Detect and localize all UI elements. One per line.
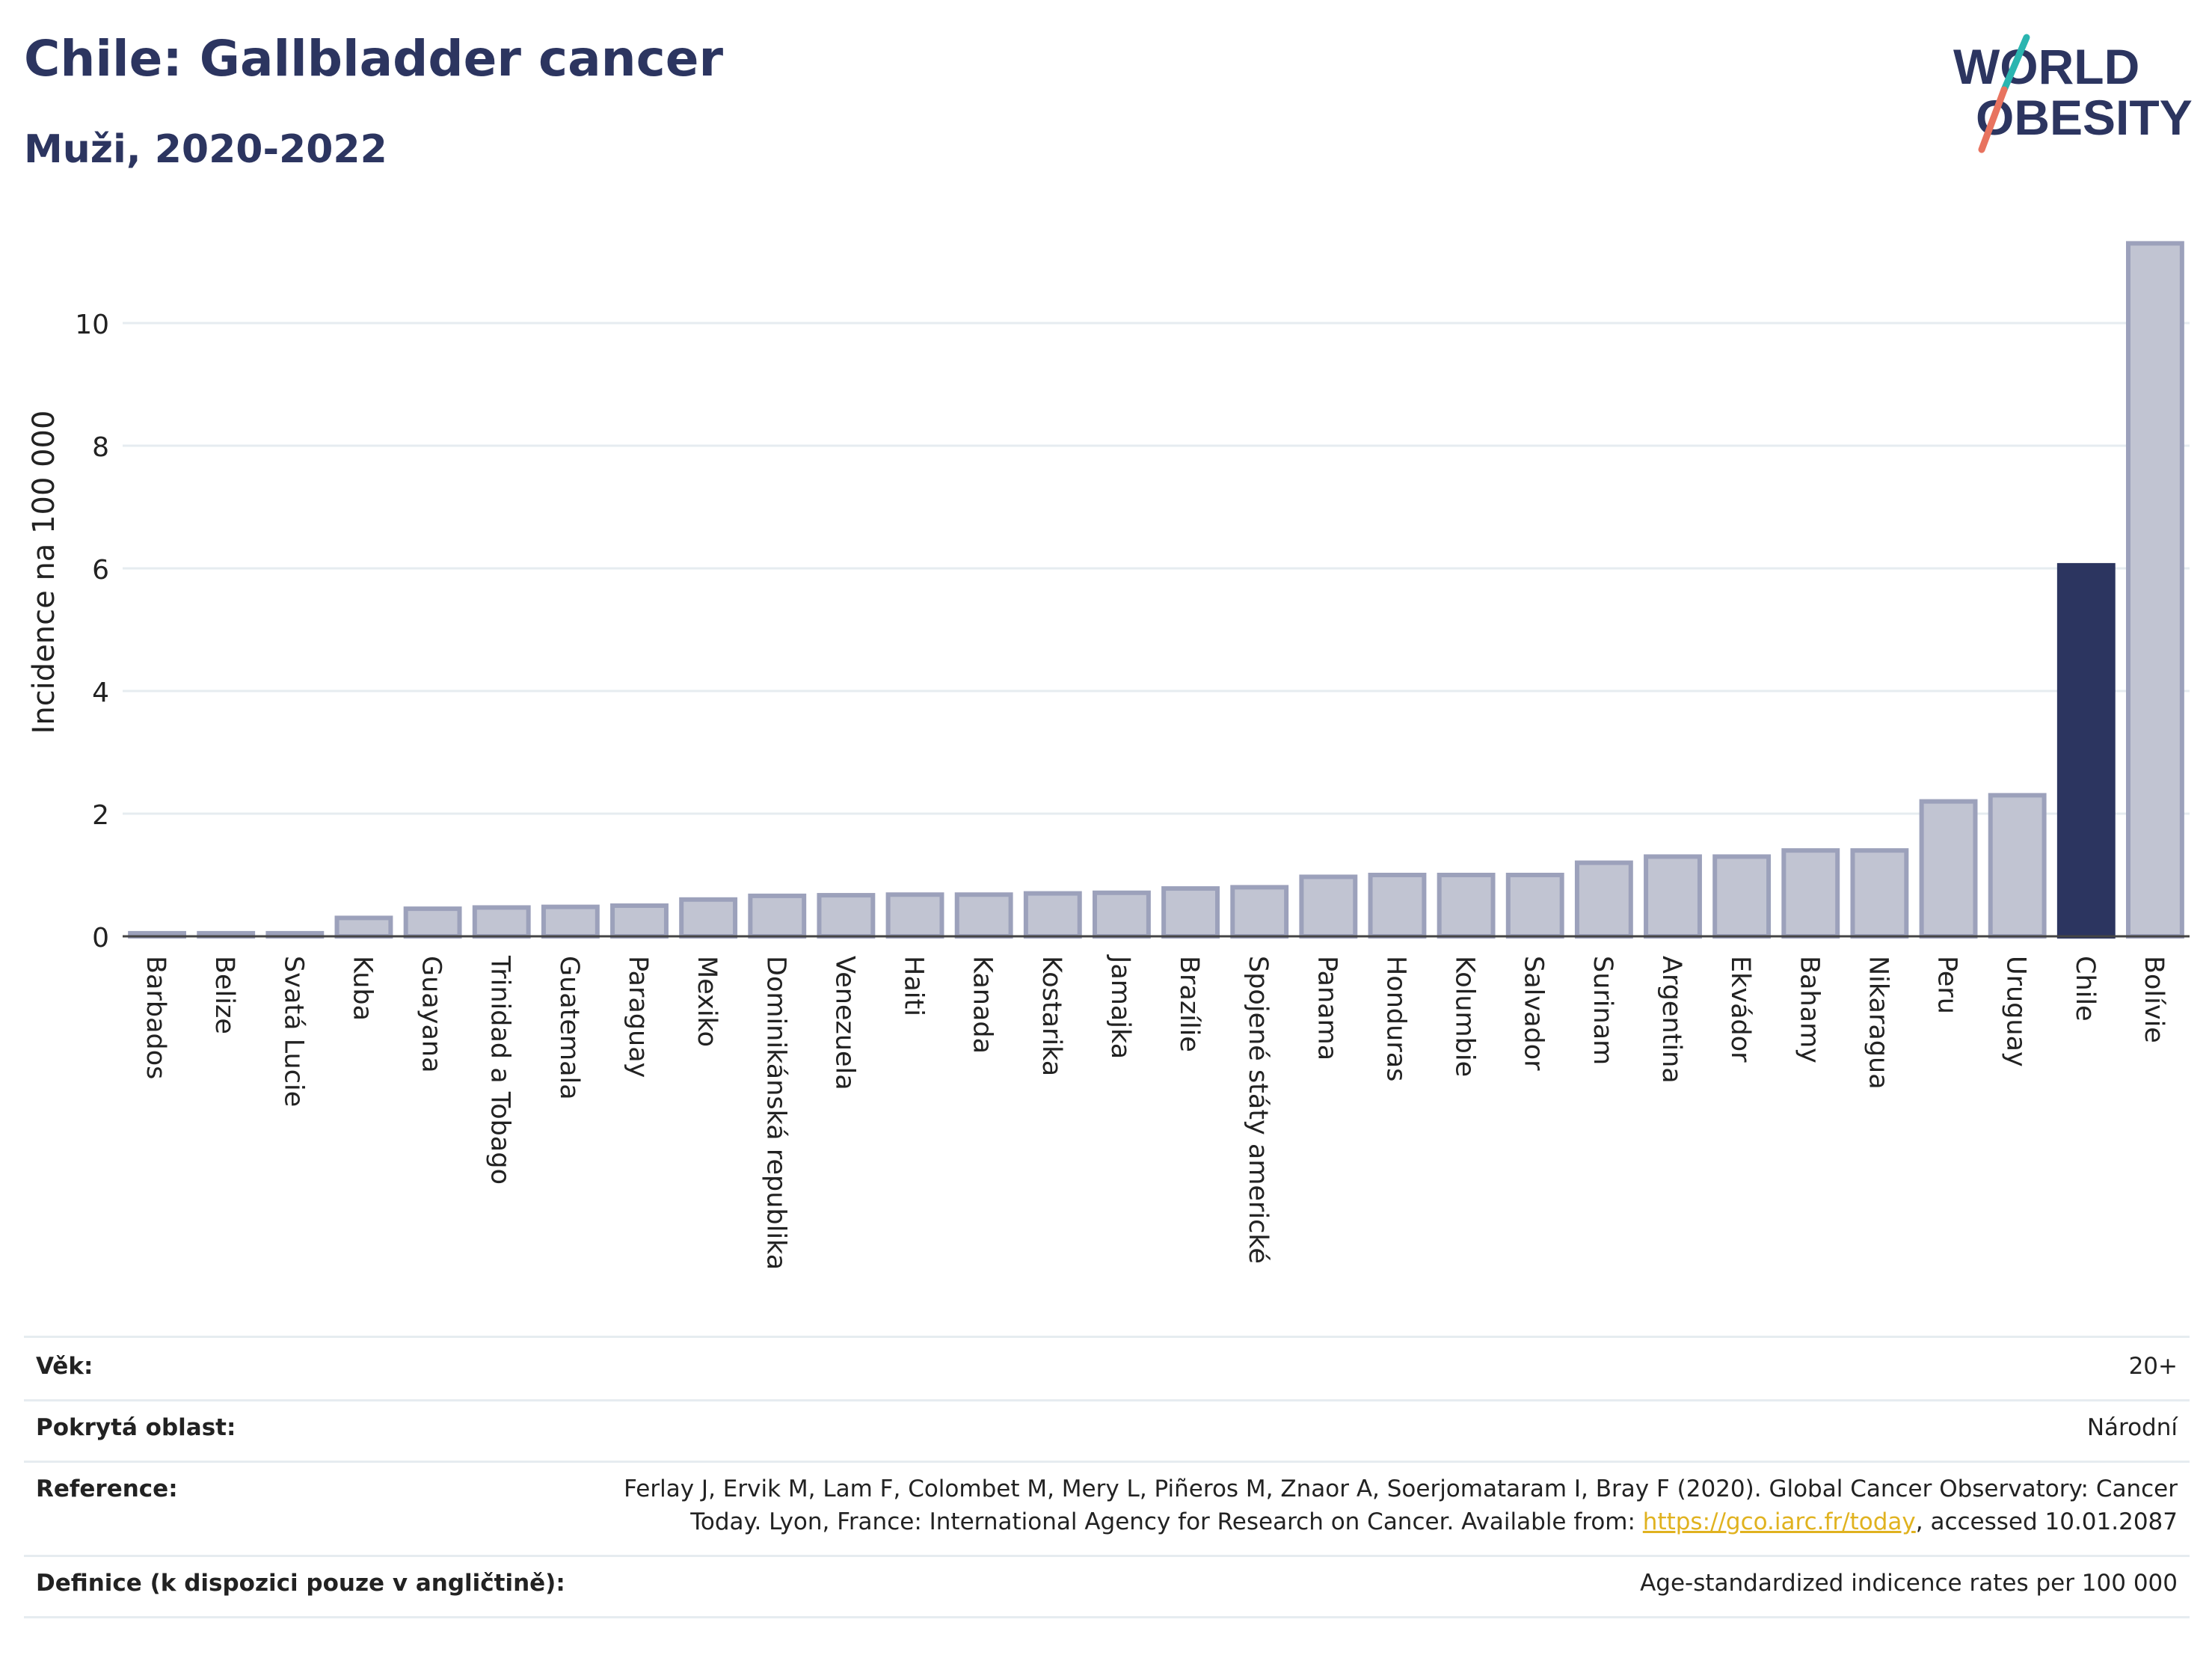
x-tick-label: Bolívie	[2139, 956, 2169, 1043]
bar-uruguay	[1988, 793, 2047, 939]
bar-brazílie	[1161, 886, 1220, 939]
meta-label: Reference:	[36, 1476, 178, 1502]
x-tick-label: Ekvádor	[1725, 956, 1755, 1063]
x-tick-label: Spojené státy americké	[1243, 956, 1273, 1264]
bars	[128, 241, 2184, 939]
logo-slash-teal	[2000, 34, 2030, 93]
logo-line2: OBESITY	[1976, 90, 2193, 145]
x-tick-label: Jamajka	[1105, 954, 1135, 1059]
bar-paraguay	[610, 903, 669, 939]
meta-row: Pokrytá oblast: Národní	[24, 1399, 2190, 1463]
meta-label: Definice (k dispozici pouze v angličtině…	[36, 1570, 565, 1597]
x-tick-label: Honduras	[1380, 956, 1410, 1081]
x-tick-label: Bahamy	[1794, 956, 1824, 1063]
x-tick-label: Kanada	[968, 956, 998, 1054]
bar-kanada	[954, 892, 1013, 939]
meta-row: Reference: Ferlay J, Ervik M, Lam F, Colo…	[24, 1461, 2190, 1557]
logo-line1: WORLD	[1953, 39, 2139, 94]
bar-bahamy	[1781, 848, 1840, 939]
bar-bolívie	[2126, 241, 2184, 939]
meta-value: 20+	[2128, 1353, 2178, 1380]
x-tick-label: Belize	[209, 956, 239, 1034]
bar-guatemala	[541, 904, 600, 939]
x-tick-labels: Barbados Belize Svatá Lucie Kuba Guayana Trin…	[141, 954, 2169, 1270]
x-tick-label: Paraguay	[623, 956, 653, 1078]
x-tick-label: Uruguay	[2001, 956, 2031, 1067]
x-tick-label: Peru	[1932, 956, 1962, 1014]
bar-haiti	[885, 892, 944, 939]
x-tick-label: Kuba	[347, 956, 377, 1021]
bar-chart: 0 2 4 6 8 10 Barbados Belize Svatá Lucie Kuba Gua…	[27, 241, 2190, 1270]
y-tick-label: 10	[75, 310, 109, 340]
x-tick-label: Salvador	[1519, 956, 1549, 1071]
x-tick-label: Chile	[2070, 956, 2100, 1022]
x-tick-label: Brazílie	[1174, 956, 1204, 1052]
bar-jamajka	[1093, 890, 1151, 939]
reference-link[interactable]: https://gco.iarc.fr/today	[1642, 1508, 1916, 1535]
bar-mexiko	[679, 897, 738, 939]
y-tick-label: 2	[92, 800, 109, 831]
x-tick-label: Nikaragua	[1863, 956, 1893, 1090]
x-tick-label: Kostarika	[1036, 956, 1066, 1076]
meta-value: Age-standardized indicence rates per 100…	[1640, 1570, 2178, 1597]
bar-spojené-státy-americké	[1230, 885, 1289, 939]
x-tick-label: Kolumbie	[1450, 956, 1480, 1077]
bar-chile	[2056, 562, 2116, 939]
bar-salvador	[1505, 873, 1564, 939]
x-tick-label: Haiti	[899, 956, 929, 1016]
x-tick-label: Mexiko	[692, 956, 722, 1047]
x-tick-label: Svatá Lucie	[278, 956, 308, 1107]
meta-row: Definice (k dispozici pouze v angličtině…	[24, 1555, 2190, 1618]
bar-dominikánská-republika	[748, 893, 807, 939]
meta-row: Věk: 20+	[24, 1338, 2190, 1401]
bar-venezuela	[817, 893, 876, 939]
meta-label: Pokrytá oblast:	[36, 1414, 236, 1441]
y-tick-label: 6	[92, 555, 109, 586]
x-tick-label: Surinam	[1588, 956, 1617, 1065]
gridlines	[123, 322, 2190, 815]
bar-peru	[1919, 799, 1978, 939]
x-tick-label: Dominikánská republika	[761, 956, 790, 1270]
bar-surinam	[1574, 860, 1633, 939]
bar-guayana	[403, 906, 462, 939]
bar-ekvádor	[1712, 854, 1772, 939]
bar-kuba	[334, 915, 393, 939]
y-tick-label: 4	[92, 678, 109, 708]
bar-honduras	[1368, 873, 1427, 939]
y-tick-label: 8	[92, 432, 109, 463]
x-tick-label: Guatemala	[554, 956, 584, 1100]
y-axis-label: Incidence na 100 000	[27, 411, 61, 734]
metadata-table: Věk: 20+ Pokrytá oblast: Národní Reference: F…	[24, 1336, 2190, 1618]
meta-value: Národní	[2086, 1414, 2178, 1441]
x-tick-label: Barbados	[141, 956, 170, 1079]
x-tick-label: Argentina	[1656, 956, 1686, 1084]
x-tick-label: Venezuela	[829, 956, 859, 1090]
reference-text: Ferlay J, Ervik M, Lam F, Colombet M, Me…	[624, 1476, 2178, 1535]
chart-subtitle: Muži, 2020-2022	[24, 127, 387, 172]
x-tick-label: Trinidad a Tobago	[485, 955, 515, 1185]
y-tick-labels: 0 2 4 6 8 10	[75, 310, 109, 954]
bar-kostarika	[1023, 891, 1082, 939]
bar-kolumbie	[1437, 873, 1496, 939]
world-obesity-logo: WORLD OBESITY	[1953, 34, 2193, 153]
bar-panama	[1299, 874, 1358, 939]
y-tick-label: 0	[92, 923, 109, 954]
x-tick-label: Guayana	[417, 956, 446, 1073]
bar-trinidad-a-tobago	[472, 905, 531, 939]
bar-nikaragua	[1850, 848, 1909, 939]
bar-argentina	[1644, 854, 1702, 939]
chart-title: Chile: Gallbladder cancer	[24, 30, 724, 87]
logo-slash-coral	[1978, 86, 2008, 153]
meta-label: Věk:	[36, 1353, 93, 1380]
x-tick-label: Panama	[1312, 956, 1342, 1060]
